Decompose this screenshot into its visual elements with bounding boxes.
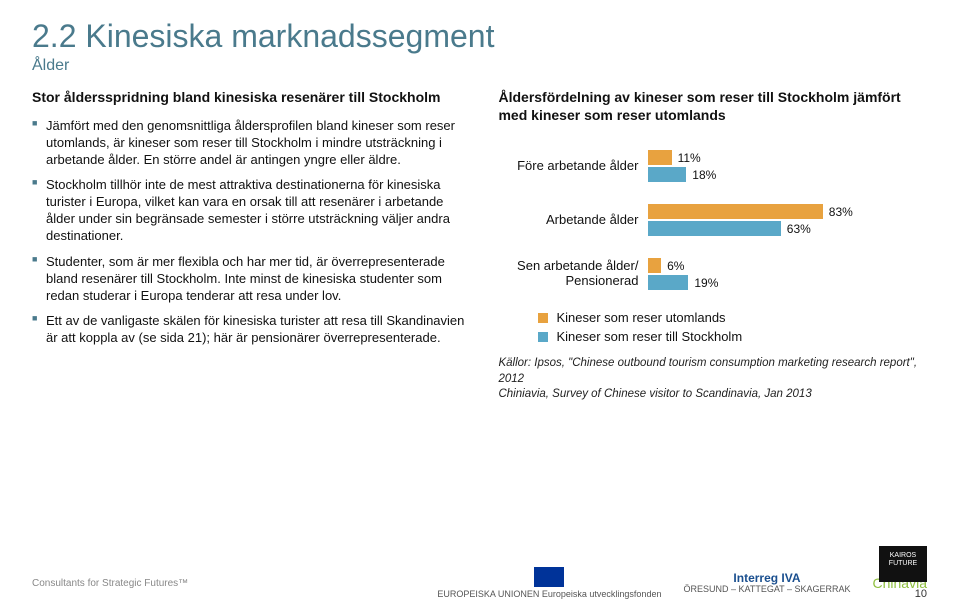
bar-wrap: 6% [648,258,927,273]
footer-logos: EUROPEISKA UNIONEN Europeiska utveckling… [437,567,927,600]
kairos-logo: KAIROS FUTURE [879,546,927,582]
chart-row: Före arbetande ålder11%18% [498,148,927,184]
bar [648,150,671,165]
category-label: Före arbetande ålder [498,159,648,174]
bullet-item: Ett av de vanligaste skälen för kinesisk… [32,312,470,346]
legend-item: Kineser som reser utomlands [538,310,927,325]
footer-tagline: Consultants for Strategic Futures™ [32,578,188,589]
legend-item: Kineser som reser till Stockholm [538,329,927,344]
bar [648,258,661,273]
bar [648,167,686,182]
source-line: Källor: Ipsos, "Chinese outbound tourism… [498,356,927,387]
interreg-sub-text: ÖRESUND – KATTEGAT – SKAGERRAK [683,584,850,594]
bar-value: 18% [692,168,716,182]
bullet-item: Studenter, som är mer flexibla och har m… [32,253,470,304]
bar-group: 6% 19% [648,256,927,292]
eu-logo: EUROPEISKA UNIONEN Europeiska utveckling… [437,567,661,600]
chart-title: Åldersfördelning av kineser som reser ti… [498,89,927,124]
bullet-item: Stockholm tillhör inte de mest attraktiv… [32,176,470,245]
right-column: Åldersfördelning av kineser som reser ti… [498,89,927,403]
bar-wrap: 11% [648,150,927,165]
sources: Källor: Ipsos, "Chinese outbound tourism… [498,356,927,403]
legend-label: Kineser som reser till Stockholm [556,329,742,344]
bar-chart: Före arbetande ålder11%18%Arbetande ålde… [498,148,927,292]
slide-subtitle: Ålder [32,57,927,75]
bar [648,275,688,290]
legend-swatch-icon [538,313,548,323]
page-number: 10 [915,588,927,600]
legend-swatch-icon [538,332,548,342]
bar-group: 11%18% [648,148,927,184]
bar-value: 83% [829,205,853,219]
interreg-logo-text: Interreg IVA [733,571,800,585]
interreg-logo: Interreg IVA ÖRESUND – KATTEGAT – SKAGER… [683,572,850,595]
bar [648,204,822,219]
bar-value: 11% [678,151,701,165]
eu-logo-text: EUROPEISKA UNIONEN Europeiska utveckling… [437,589,661,599]
bar-group: 83% 63% [648,202,927,238]
footer: Consultants for Strategic Futures™ EUROP… [0,567,959,600]
bar [648,221,780,236]
legend-label: Kineser som reser utomlands [556,310,725,325]
bullet-list: Jämfört med den genomsnittliga ålderspro… [32,117,470,347]
eu-flag-icon [534,567,564,587]
bar-wrap: 63% [648,221,927,236]
bar-wrap: 19% [648,275,927,290]
lead-text: Stor åldersspridning bland kinesiska res… [32,89,470,107]
left-column: Stor åldersspridning bland kinesiska res… [32,89,470,403]
bullet-item: Jämfört med den genomsnittliga ålderspro… [32,117,470,168]
chart-row: Sen arbetande ålder/ Pensionerad 6% 19% [498,256,927,292]
source-line: Chiniavia, Survey of Chinese visitor to … [498,387,927,403]
bar-value: 6% [667,259,684,273]
chart-legend: Kineser som reser utomlands Kineser som r… [538,310,927,344]
category-label: Sen arbetande ålder/ Pensionerad [498,259,648,289]
slide-title: 2.2 Kinesiska marknadssegment [32,18,927,55]
category-label: Arbetande ålder [498,213,648,228]
bar-value: 19% [694,276,718,290]
bar-wrap: 18% [648,167,927,182]
bar-wrap: 83% [648,204,927,219]
bar-value: 63% [787,222,811,236]
chart-row: Arbetande ålder 83% 63% [498,202,927,238]
